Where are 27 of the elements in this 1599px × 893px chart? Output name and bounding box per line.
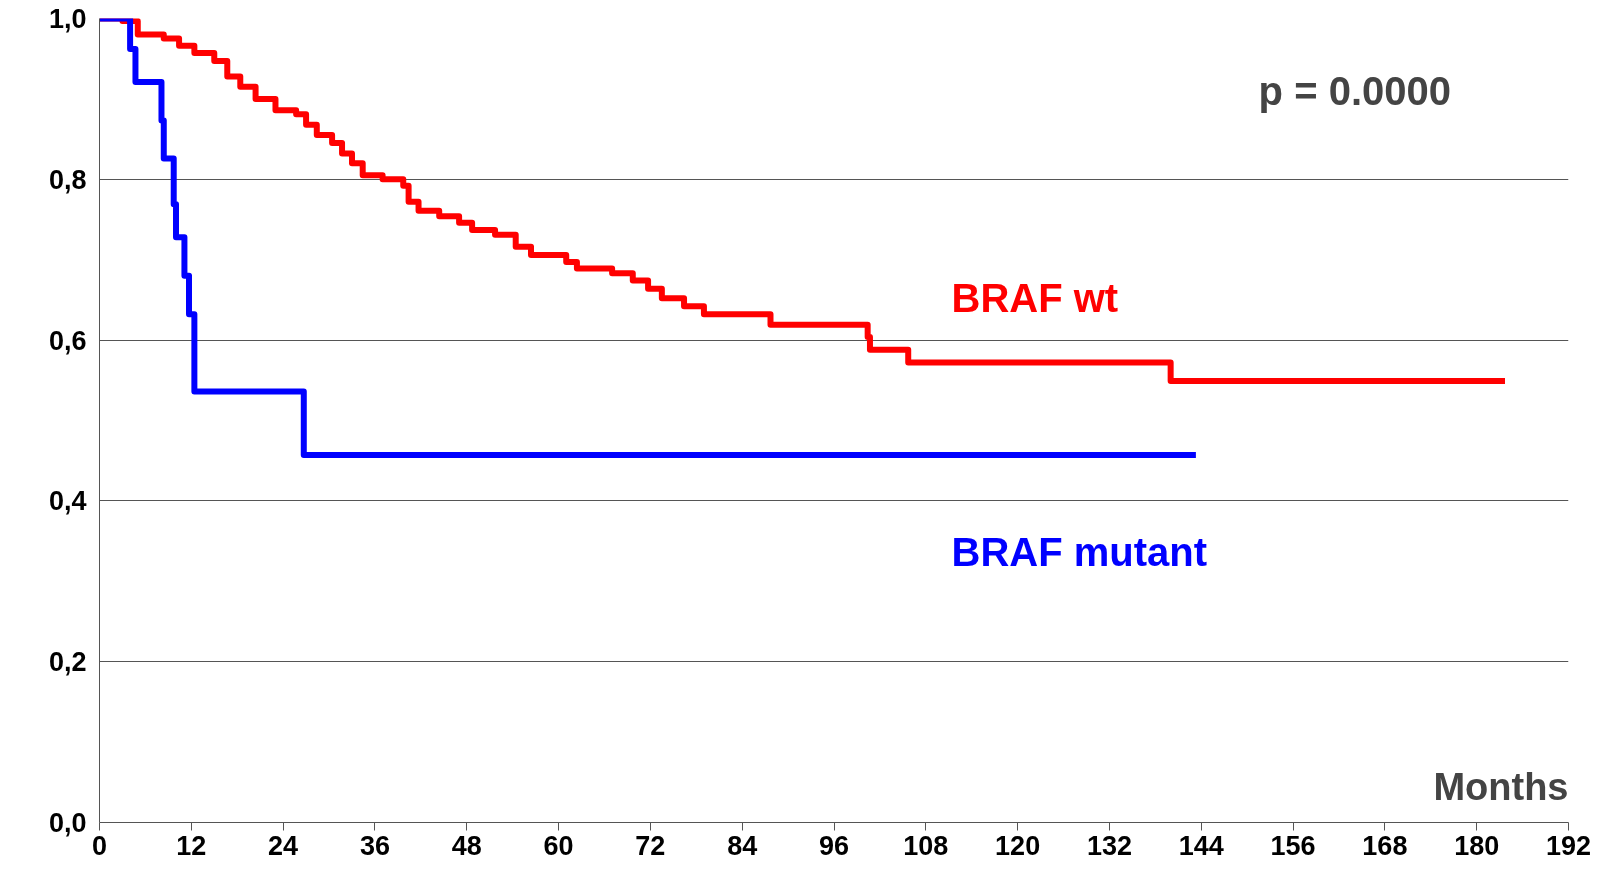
series-label: BRAF mutant [951, 529, 1208, 574]
x-tick-label: 132 [1086, 830, 1132, 861]
x-tick-label: 60 [543, 830, 574, 861]
x-tick-label: 84 [727, 830, 758, 861]
y-tick-label: 0,8 [48, 164, 87, 195]
x-tick-label: 168 [1362, 830, 1408, 861]
x-axis-title: Months [1433, 766, 1569, 809]
y-tick-label: 1,0 [48, 4, 87, 34]
x-tick-label: 48 [451, 830, 482, 861]
x-tick-label: 72 [635, 830, 666, 861]
y-tick-label: 0,4 [48, 486, 87, 517]
x-tick-label: 120 [995, 830, 1041, 861]
x-tick-label: 96 [818, 830, 850, 861]
y-tick-label: 0,6 [48, 325, 87, 356]
x-tick-label: 144 [1178, 830, 1224, 861]
y-tick-label: 0,0 [48, 808, 87, 838]
x-tick-label: 156 [1270, 830, 1316, 861]
x-tick-label: 108 [903, 830, 949, 861]
x-tick-label: 0 [91, 830, 108, 861]
annotation: p = 0.0000 [1258, 68, 1451, 113]
x-tick-label: 180 [1454, 830, 1500, 861]
x-tick-label: 12 [176, 830, 207, 861]
x-tick-label: 36 [359, 830, 390, 861]
x-tick-label: 192 [1545, 830, 1592, 861]
x-tick-label: 24 [268, 830, 299, 861]
series-label: BRAF wt [951, 276, 1119, 321]
y-tick-label: 0,2 [48, 647, 87, 678]
